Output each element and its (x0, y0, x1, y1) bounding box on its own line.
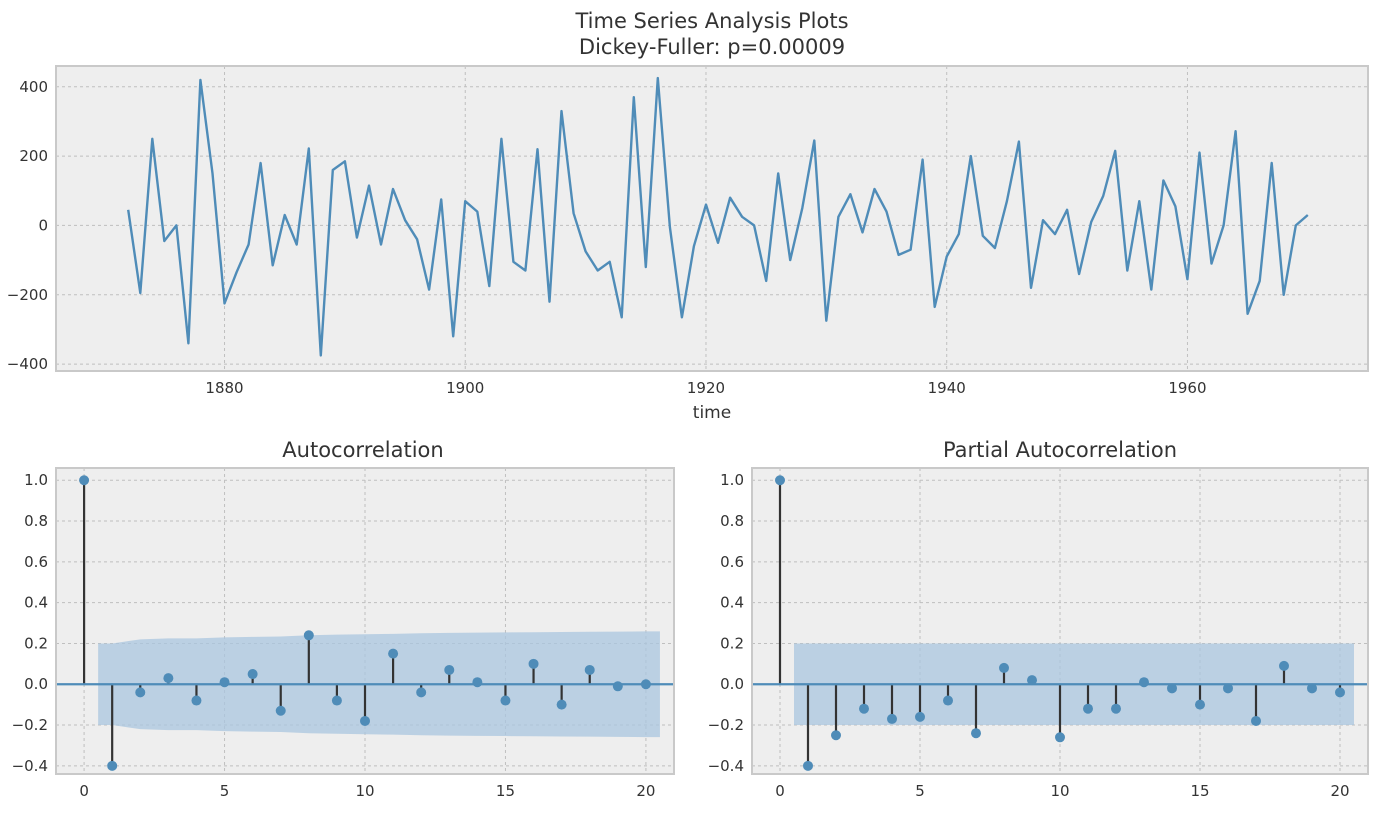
autocorrelation-x-tick-label: 20 (636, 782, 655, 800)
partial-autocorrelation-x-tick-label: 20 (1330, 782, 1349, 800)
partial-autocorrelation-point (1139, 677, 1149, 688)
autocorrelation-y-tick-label: 0.6 (24, 553, 48, 571)
partial-autocorrelation-point (1055, 732, 1065, 743)
autocorrelation-point (500, 695, 511, 706)
time-series-line (127, 76, 1309, 357)
partial-autocorrelation-point (859, 703, 869, 714)
partial-autocorrelation-x-tick-label: 15 (1190, 782, 1209, 800)
autocorrelation-point (612, 681, 623, 692)
partial-autocorrelation-frame (751, 467, 1369, 775)
autocorrelation-point (388, 648, 399, 659)
time-series-y-tick-label: 200 (19, 147, 48, 165)
partial-autocorrelation-y-tick-label: −0.4 (708, 757, 744, 775)
autocorrelation-y-tick-label: −0.4 (12, 757, 48, 775)
autocorrelation-point (247, 669, 258, 680)
autocorrelation-point (163, 673, 174, 684)
time-series-x-tick-label: 1900 (446, 379, 484, 397)
partial-autocorrelation-point (1111, 703, 1121, 714)
partial-autocorrelation-y-tick-label: 0.0 (720, 675, 744, 693)
partial-autocorrelation-point (1279, 660, 1289, 671)
autocorrelation-point (107, 760, 118, 771)
partial-autocorrelation-point (1307, 683, 1317, 694)
partial-autocorrelation-point (943, 695, 953, 706)
partial-autocorrelation-y-tick-label: 0.6 (720, 553, 744, 571)
partial-autocorrelation-point (775, 475, 785, 486)
time-series-x-tick-label: 1960 (1168, 379, 1206, 397)
partial-autocorrelation-point (887, 713, 897, 724)
partial-autocorrelation-panel: 0 5 10 15 20 −0.4 −0.2 0.0 0.2 0.4 0.6 0.8 1.0 (708, 467, 1369, 800)
autocorrelation-y-tick-label: 0.0 (24, 675, 48, 693)
partial-autocorrelation-point (1167, 683, 1177, 694)
time-series-y-tick-label: 400 (19, 78, 48, 96)
autocorrelation-point (79, 475, 90, 486)
time-series-y-tick-label: −400 (7, 355, 48, 373)
autocorrelation-point (584, 664, 595, 675)
partial-autocorrelation-title: Partial Autocorrelation (943, 438, 1177, 462)
partial-autocorrelation-y-tick-label: −0.2 (708, 716, 744, 734)
partial-autocorrelation-point (831, 730, 841, 741)
autocorrelation-x-tick-label: 10 (355, 782, 374, 800)
autocorrelation-y-tick-label: −0.2 (12, 716, 48, 734)
time-series-x-tick-label: 1880 (205, 379, 243, 397)
autocorrelation-point (360, 715, 370, 726)
time-series-plot-area (56, 66, 1368, 371)
autocorrelation-x-tick-label: 0 (79, 782, 89, 800)
autocorrelation-point (191, 695, 202, 706)
partial-autocorrelation-y-tick-label: 0.2 (720, 634, 744, 652)
partial-autocorrelation-y-tick-label: 0.4 (720, 594, 744, 612)
figure-title: Time Series Analysis Plots (574, 9, 848, 33)
partial-autocorrelation-y-tick-label: 0.8 (720, 512, 744, 530)
partial-autocorrelation-point (999, 662, 1009, 673)
autocorrelation-point (219, 677, 230, 688)
partial-autocorrelation-point (1195, 699, 1205, 710)
autocorrelation-point (640, 679, 651, 690)
autocorrelation-y-tick-label: 0.2 (24, 634, 48, 652)
time-series-y-tick-label: −200 (7, 286, 48, 304)
autocorrelation-point (416, 687, 427, 698)
autocorrelation-y-tick-label: 1.0 (24, 471, 48, 489)
partial-autocorrelation-y-tick-label: 1.0 (720, 471, 744, 489)
autocorrelation-point (556, 699, 567, 710)
autocorrelation-title: Autocorrelation (282, 438, 443, 462)
partial-autocorrelation-point (1223, 683, 1233, 694)
partial-autocorrelation-point (1335, 687, 1345, 698)
partial-autocorrelation-point (971, 728, 981, 739)
autocorrelation-point (472, 677, 483, 688)
autocorrelation-frame (55, 467, 675, 775)
autocorrelation-x-tick-label: 15 (496, 782, 515, 800)
autocorrelation-point (303, 630, 314, 641)
time-series-x-tick-label: 1920 (687, 379, 725, 397)
autocorrelation-panel: 0 5 10 15 20 −0.4 −0.2 0.0 0.2 0.4 0.6 0.8 1.0 (12, 467, 675, 800)
autocorrelation-point (444, 664, 455, 675)
partial-autocorrelation-point (803, 760, 813, 771)
autocorrelation-point (275, 705, 286, 716)
partial-autocorrelation-x-tick-label: 0 (775, 782, 785, 800)
time-series-panel: 1880 1900 1920 1940 1960 −400 −200 0 200 400 (7, 65, 1369, 397)
partial-autocorrelation-x-tick-label: 10 (1050, 782, 1069, 800)
partial-autocorrelation-point (1083, 703, 1093, 714)
time-series-xlabel: time (693, 403, 731, 423)
partial-autocorrelation-point (1027, 675, 1037, 686)
autocorrelation-point (135, 687, 146, 698)
partial-autocorrelation-point (1251, 715, 1261, 726)
autocorrelation-x-tick-label: 5 (220, 782, 230, 800)
autocorrelation-y-tick-label: 0.8 (24, 512, 48, 530)
time-series-frame (55, 65, 1369, 372)
autocorrelation-y-tick-label: 0.4 (24, 594, 48, 612)
partial-autocorrelation-x-tick-label: 5 (915, 782, 925, 800)
time-series-x-tick-label: 1940 (928, 379, 966, 397)
autocorrelation-point (528, 658, 539, 669)
partial-autocorrelation-point (915, 711, 925, 722)
time-series-y-tick-label: 0 (38, 216, 48, 234)
autocorrelation-point (331, 695, 342, 706)
figure-subtitle: Dickey-Fuller: p=0.00009 (579, 35, 845, 59)
